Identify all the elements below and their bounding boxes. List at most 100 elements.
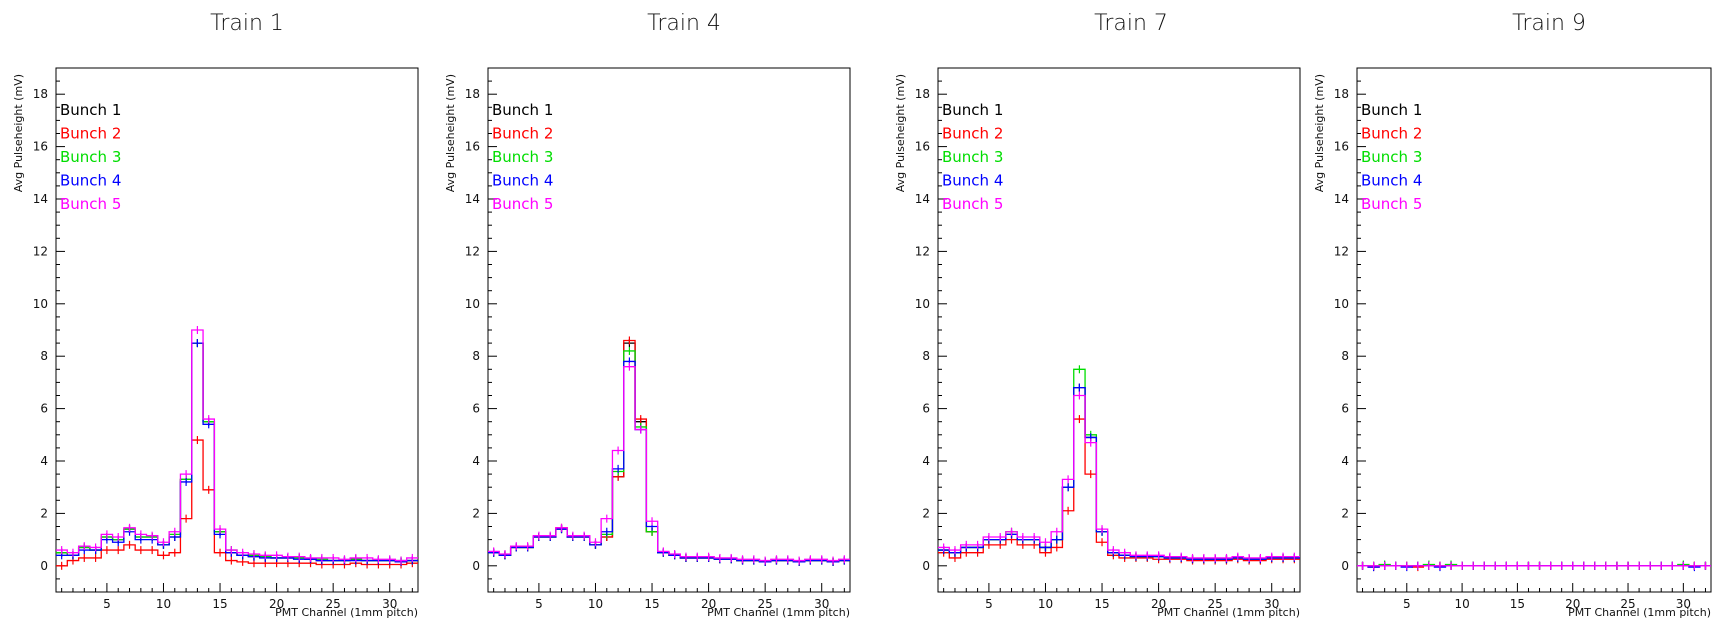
legend-entry: Bunch 3 [1361,148,1422,166]
y-tick-label: 6 [472,402,480,416]
series-2 [938,415,1300,565]
x-tick-label: 20 [1565,597,1580,611]
series-4 [1357,561,1711,572]
x-tick-label: 5 [535,597,543,611]
x-axis: 5 10 15 20 25 30 [943,583,1295,611]
y-tick-label: 16 [465,140,480,154]
y-tick-label: 10 [33,297,48,311]
x-axis-title: PMT Channel (1mm pitch) [1568,606,1711,619]
y-tick-label: 16 [915,140,930,154]
legend: Bunch 1 Bunch 2 Bunch 3 Bunch 4 Bunch 5 [60,101,121,213]
y-tick-label: 14 [465,192,480,206]
x-tick-label: 15 [644,597,659,611]
series-line [56,342,418,563]
x-tick-label: 25 [1620,597,1635,611]
x-tick-label: 20 [701,597,716,611]
series-line [56,342,418,562]
series-3 [1357,560,1711,570]
legend-entry: Bunch 1 [60,101,121,119]
series-line [488,342,850,563]
series-line [488,360,850,563]
y-tick-label: 4 [922,454,930,468]
x-tick-label: 5 [1403,597,1411,611]
series-line [938,368,1300,560]
y-tick-label: 2 [472,506,480,520]
y-tick-label: 6 [1341,402,1349,416]
x-axis: 5 10 15 20 25 30 [61,583,413,611]
series-line [938,386,1300,560]
series-1 [938,383,1300,564]
x-tick-label: 5 [103,597,111,611]
x-tick-label: 25 [326,597,341,611]
chart-title: Train 4 [647,11,721,36]
y-tick-label: 12 [33,244,48,258]
x-tick-label: 15 [212,597,227,611]
x-tick-label: 5 [985,597,993,611]
y-axis: 0 2 4 6 8 10 12 14 16 18 [465,67,497,593]
series-5 [938,391,1300,562]
y-tick-label: 10 [1334,297,1349,311]
series-line [56,342,418,563]
legend-entry: Bunch 3 [60,148,121,166]
legend-entry: Bunch 4 [60,172,121,190]
y-axis-title: Avg Pulseheight (mV) [12,74,25,192]
chart-title: Train 9 [1512,11,1586,36]
y-tick-label: 8 [1341,349,1349,363]
legend-entry: Bunch 2 [1361,125,1422,143]
y-tick-label: 0 [922,559,930,573]
series-4 [56,339,418,566]
legend-entry: Bunch 2 [942,125,1003,143]
y-tick-label: 18 [915,87,930,101]
x-tick-label: 15 [1094,597,1109,611]
y-tick-label: 4 [472,454,480,468]
legend-entry: Bunch 5 [492,195,553,213]
plot-frame [937,67,1301,593]
y-tick-label: 14 [33,192,48,206]
y-tick-label: 10 [915,297,930,311]
y-tick-label: 2 [922,506,930,520]
legend-entry: Bunch 1 [492,101,553,119]
y-tick-label: 8 [40,349,48,363]
legend-entry: Bunch 1 [1361,101,1422,119]
y-axis: 0 2 4 6 8 10 12 14 16 18 [1334,67,1366,593]
series-line [938,386,1300,560]
y-tick-label: 0 [1341,559,1349,573]
series-line [488,366,850,562]
legend-entry: Bunch 1 [942,101,1003,119]
legend-entry: Bunch 3 [942,148,1003,166]
plot-frame [487,67,851,593]
y-tick-label: 18 [465,87,480,101]
series-line [56,329,418,562]
series-3 [56,339,418,565]
y-tick-label: 2 [40,506,48,520]
series-3 [488,346,850,566]
x-tick-label: 20 [1151,597,1166,611]
x-tick-label: 10 [156,597,171,611]
x-tick-label: 10 [1038,597,1053,611]
y-tick-label: 6 [40,402,48,416]
y-axis-title: Avg Pulseheight (mV) [1313,74,1326,192]
series-4 [488,357,850,566]
y-tick-label: 0 [472,559,480,573]
legend: Bunch 1 Bunch 2 Bunch 3 Bunch 4 Bunch 5 [1361,101,1422,213]
x-axis-title: PMT Channel (1mm pitch) [707,606,850,619]
y-tick-label: 0 [40,559,48,573]
y-tick-label: 14 [915,192,930,206]
y-tick-label: 4 [40,454,48,468]
legend-entry: Bunch 3 [492,148,553,166]
x-tick-label: 30 [1264,597,1279,611]
series-5 [56,326,418,565]
y-tick-label: 16 [1334,140,1349,154]
y-axis: 0 2 4 6 8 10 12 14 16 18 [33,67,65,593]
series-5 [1357,561,1711,570]
y-tick-label: 18 [33,87,48,101]
x-axis: 5 10 15 20 25 30 [1362,583,1706,611]
x-tick-label: 30 [382,597,397,611]
legend-entry: Bunch 4 [942,172,1003,190]
legend-entry: Bunch 5 [1361,195,1422,213]
legend-entry: Bunch 5 [60,195,121,213]
